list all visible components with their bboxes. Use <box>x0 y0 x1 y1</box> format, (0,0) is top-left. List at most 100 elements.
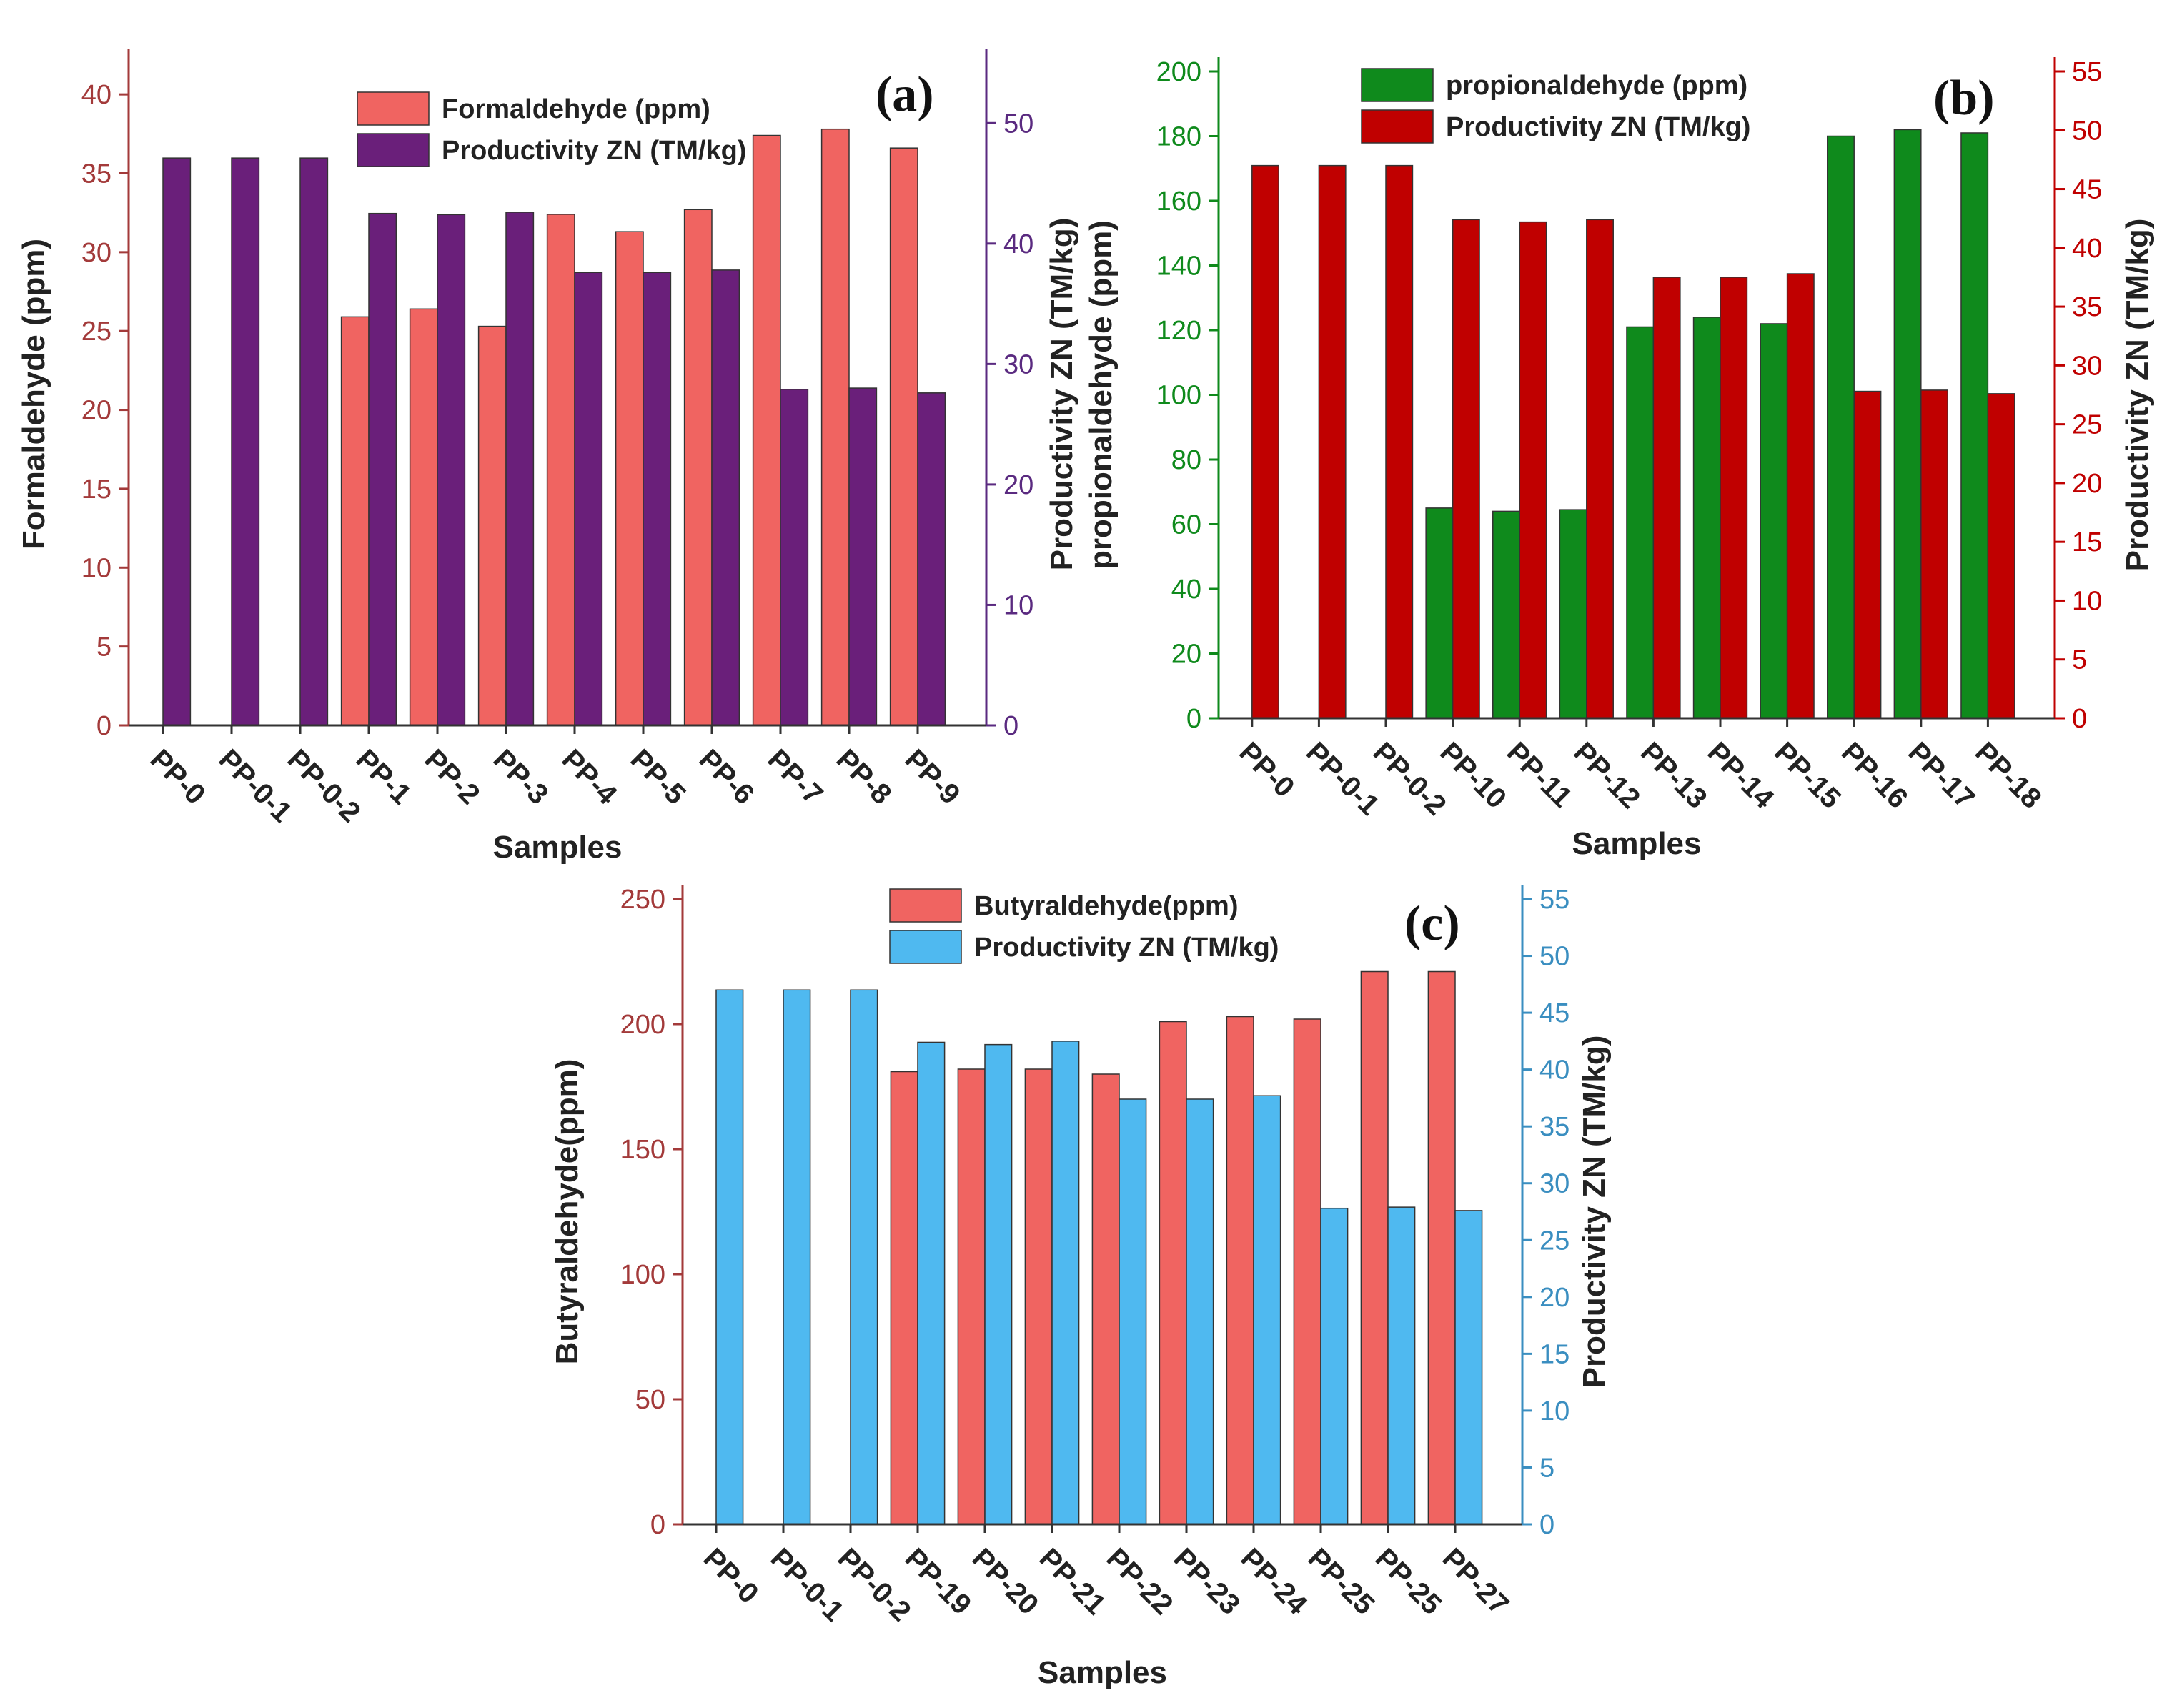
bar-aldehyde-pp-9 <box>889 147 918 726</box>
x-tick-label: PP-13 <box>1635 736 1713 815</box>
x-tick-label: PP-25 <box>1302 1542 1381 1621</box>
bar-productivity-pp-10 <box>1452 219 1480 719</box>
bar-productivity-pp-2 <box>437 214 466 726</box>
x-tick-label: PP-17 <box>1902 736 1980 815</box>
right-tick-label: 40 <box>2072 234 2102 264</box>
right-tick-label: 0 <box>1003 711 1018 741</box>
bar-aldehyde-pp-8 <box>820 128 850 726</box>
bar-aldehyde-pp-1 <box>340 316 370 726</box>
x-tick-label: PP-25 <box>1369 1542 1448 1621</box>
legend-swatch <box>889 930 962 964</box>
x-tick-label: PP-21 <box>1033 1542 1112 1621</box>
left-tick-label: 160 <box>1156 187 1201 217</box>
x-tick-label: PP-20 <box>966 1542 1045 1621</box>
x-tick-label: PP-8 <box>830 743 898 810</box>
right-tick-label: 35 <box>2072 292 2102 322</box>
x-tick-label: PP-7 <box>762 743 829 810</box>
panel-c: 0 50 100 150 200 250 0 5 10 15 20 25 30 35 40 45 50 55 PP-… <box>550 885 1612 1690</box>
bar-productivity-pp-17 <box>1920 389 1948 719</box>
x-tick-label: PP-15 <box>1768 736 1847 815</box>
x-tick-label: PP-0 <box>144 743 212 810</box>
bar-aldehyde-pp-22 <box>1091 1073 1120 1525</box>
x-tick-label: PP-0 <box>698 1542 765 1609</box>
x-tick-label: PP-0-2 <box>832 1542 917 1627</box>
x-tick-label: PP-27 <box>1437 1542 1515 1621</box>
left-tick-label: 20 <box>1171 640 1201 670</box>
panel-label: (b) <box>1933 71 1995 126</box>
right-tick-label: 0 <box>2072 704 2087 734</box>
left-tick-label: 120 <box>1156 316 1201 346</box>
y-axis-title-left: propionaldehyde (ppm) <box>1083 220 1119 570</box>
left-tick-label: 0 <box>96 711 111 741</box>
legend-swatch <box>1361 68 1434 102</box>
bar-productivity-pp-14 <box>1720 277 1748 719</box>
legend-label: propionaldehyde (ppm) <box>1446 71 1747 101</box>
right-tick-label: 15 <box>1539 1339 1569 1369</box>
bar-productivity-pp-12 <box>1586 219 1614 719</box>
bar-productivity-pp-4 <box>574 272 603 726</box>
bar-productivity-pp-0 <box>162 157 192 726</box>
bar-productivity-pp-22 <box>1119 1098 1147 1525</box>
right-tick-label: 10 <box>1539 1396 1569 1426</box>
x-tick-label: PP-3 <box>487 743 555 810</box>
bar-aldehyde-pp-20 <box>957 1068 986 1525</box>
legend-label: Formaldehyde (ppm) <box>442 94 710 124</box>
bar-aldehyde-pp-27 <box>1427 970 1456 1525</box>
bar-productivity-pp-0-1 <box>1318 164 1347 719</box>
x-tick-label: PP-4 <box>556 743 624 811</box>
right-tick-label: 5 <box>1539 1453 1554 1483</box>
left-tick-label: 80 <box>1171 445 1201 475</box>
left-tick-label: 200 <box>620 1010 665 1040</box>
left-tick-label: 140 <box>1156 252 1201 282</box>
right-tick-label: 50 <box>1539 942 1569 972</box>
panel-b: 0 20 40 60 80 100 120 140 160 180 200 0 5 10 15 20 25 30 3… <box>1083 57 2155 861</box>
bar-aldehyde-pp-23 <box>1159 1021 1187 1525</box>
left-tick-label: 60 <box>1171 510 1201 540</box>
bar-productivity-pp-18 <box>1987 393 2015 719</box>
right-tick-label: 50 <box>1003 109 1033 139</box>
y-axis-title-left: Formaldehyde (ppm) <box>16 239 51 550</box>
left-tick-label: 30 <box>81 238 111 268</box>
right-tick-label: 55 <box>2072 57 2102 87</box>
left-tick-label: 180 <box>1156 122 1201 152</box>
bar-aldehyde-pp-16 <box>1827 135 1855 719</box>
left-tick-label: 100 <box>620 1260 665 1290</box>
bar-aldehyde-pp-10 <box>1425 507 1454 719</box>
left-tick-label: 40 <box>1171 575 1201 605</box>
bar-aldehyde-pp-21 <box>1024 1068 1053 1525</box>
bar-productivity-pp-19 <box>917 1041 946 1525</box>
bar-productivity-pp-16 <box>1853 390 1882 719</box>
bar-productivity-pp-25 <box>1320 1207 1349 1525</box>
right-tick-label: 10 <box>1003 590 1033 620</box>
x-tick-label: PP-24 <box>1235 1542 1314 1621</box>
bar-productivity-pp-15 <box>1786 273 1815 719</box>
x-tick-label: PP-11 <box>1501 736 1578 813</box>
y-axis-title-left: Butyraldehyde(ppm) <box>550 1059 585 1365</box>
x-tick-label: PP-22 <box>1101 1542 1179 1621</box>
bar-productivity-pp-0-1 <box>231 157 260 726</box>
bar-aldehyde-pp-24 <box>1226 1016 1254 1525</box>
bar-aldehyde-pp-5 <box>615 231 644 726</box>
bar-productivity-pp-0-1 <box>783 989 811 1525</box>
right-tick-label: 25 <box>1539 1226 1569 1256</box>
bar-aldehyde-pp-17 <box>1893 129 1922 719</box>
right-tick-label: 30 <box>1003 349 1033 379</box>
bar-aldehyde-pp-11 <box>1492 510 1520 719</box>
bar-aldehyde-pp-15 <box>1760 323 1788 719</box>
x-tick-label: PP-0-2 <box>282 743 367 828</box>
bar-productivity-pp-1 <box>368 212 397 726</box>
bar-aldehyde-pp-3 <box>477 325 507 726</box>
bar-aldehyde-pp-6 <box>683 209 713 726</box>
y-axis-title-right: Productivity ZN (TM/kg) <box>1044 218 1079 571</box>
bar-productivity-pp-0-2 <box>299 157 329 726</box>
left-tick-label: 150 <box>620 1135 665 1165</box>
right-tick-label: 35 <box>1539 1112 1569 1142</box>
left-tick-label: 0 <box>650 1510 665 1540</box>
right-tick-label: 20 <box>1003 470 1033 500</box>
left-tick-label: 200 <box>1156 57 1201 87</box>
right-tick-label: 50 <box>2072 116 2102 146</box>
x-tick-label: PP-6 <box>693 743 760 810</box>
panel-label: (a) <box>876 67 934 122</box>
left-tick-label: 100 <box>1156 381 1201 411</box>
